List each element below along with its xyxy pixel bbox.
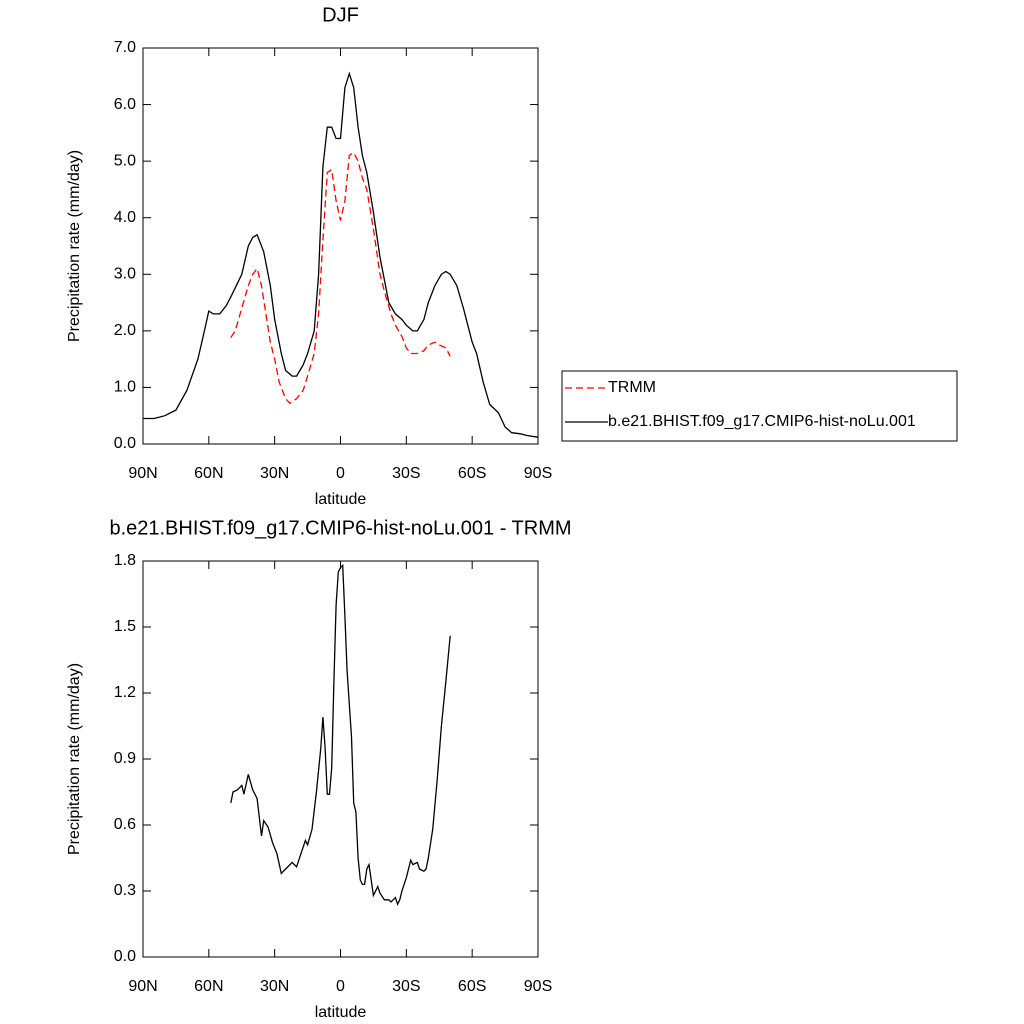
data-line — [230, 563, 451, 906]
x-tick-label: 90S — [524, 978, 552, 995]
x-tick-label: 0 — [336, 465, 345, 482]
x-tick-label: 30S — [392, 465, 420, 482]
chart-title: b.e21.BHIST.f09_g17.CMIP6-hist-noLu.001 … — [109, 517, 571, 539]
chart-title: DJF — [322, 4, 359, 26]
y-tick-label: 6.0 — [114, 96, 136, 113]
data-line — [230, 151, 451, 405]
y-tick-label: 2.0 — [114, 322, 136, 339]
x-tick-label: 60N — [194, 465, 223, 482]
y-axis-label: Precipitation rate (mm/day) — [66, 663, 83, 855]
x-tick-label: 60N — [194, 978, 223, 995]
x-tick-label: 60S — [458, 978, 486, 995]
x-tick-label: 30S — [392, 978, 420, 995]
plot-frame — [142, 560, 539, 958]
legend-label: TRMM — [608, 379, 656, 396]
y-tick-label: 4.0 — [114, 209, 136, 226]
x-tick-label: 90N — [128, 465, 157, 482]
legend-box — [561, 370, 958, 442]
legend-label: b.e21.BHIST.f09_g17.CMIP6-hist-noLu.001 — [608, 413, 916, 430]
y-tick-label: 7.0 — [114, 39, 136, 56]
plot-frame — [142, 47, 539, 445]
x-axis-label: latitude — [315, 491, 367, 508]
x-tick-label: 30N — [260, 978, 289, 995]
y-tick-label: 0.3 — [114, 882, 136, 899]
x-tick-label: 30N — [260, 465, 289, 482]
y-tick-label: 1.8 — [114, 552, 136, 569]
y-tick-label: 0.6 — [114, 816, 136, 833]
x-tick-label: 90S — [524, 465, 552, 482]
y-tick-label: 3.0 — [114, 266, 136, 283]
y-tick-label: 0.0 — [114, 435, 136, 452]
data-line — [143, 71, 539, 438]
y-axis-label: Precipitation rate (mm/day) — [66, 150, 83, 342]
x-tick-label: 60S — [458, 465, 486, 482]
y-tick-label: 5.0 — [114, 152, 136, 169]
x-tick-label: 0 — [336, 978, 345, 995]
x-axis-label: latitude — [315, 1004, 367, 1021]
y-tick-label: 0.0 — [114, 948, 136, 965]
x-tick-label: 90N — [128, 978, 157, 995]
y-tick-label: 1.2 — [114, 684, 136, 701]
y-tick-label: 0.9 — [114, 750, 136, 767]
y-tick-label: 1.0 — [114, 379, 136, 396]
y-tick-label: 1.5 — [114, 618, 136, 635]
